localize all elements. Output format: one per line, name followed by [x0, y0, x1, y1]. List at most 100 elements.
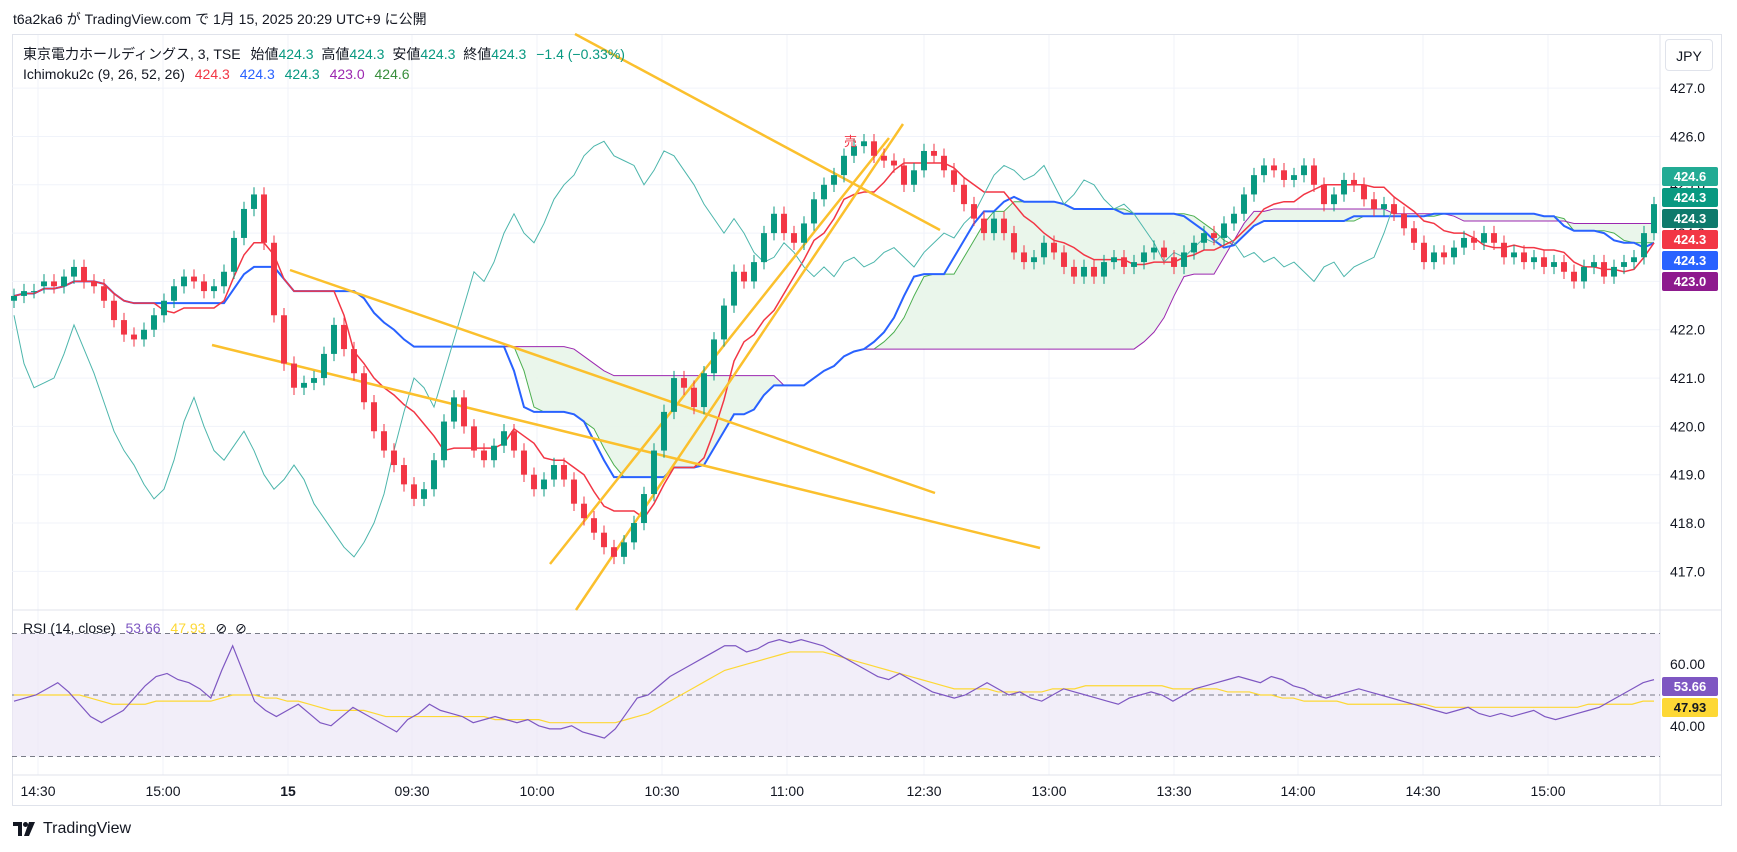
candle-body	[551, 465, 557, 480]
candle-body	[1421, 242, 1427, 263]
candle-body	[481, 450, 487, 461]
candle-body	[751, 262, 757, 282]
candle-body	[221, 271, 227, 287]
candle-body	[331, 324, 337, 354]
candle-body	[1511, 252, 1517, 258]
candle-body	[781, 213, 787, 234]
price-tick-label: 427.0	[1670, 80, 1705, 96]
candle-body	[41, 281, 47, 287]
candle-body	[1621, 262, 1627, 267]
candle-body	[1201, 233, 1207, 243]
candle-body	[891, 160, 897, 166]
candle-body	[1331, 194, 1337, 205]
candle-body	[821, 184, 827, 200]
price-tag-label: 423.0	[1674, 274, 1707, 289]
candle-body	[851, 146, 857, 156]
candle-body	[491, 445, 497, 461]
candle-body	[641, 494, 647, 524]
candle-body	[771, 213, 777, 234]
candle-body	[11, 295, 17, 301]
time-tick-label: 14:30	[20, 783, 55, 799]
symbol-name: 東京電力ホールディングス, 3, TSE	[23, 46, 241, 62]
candle-body	[1341, 179, 1347, 195]
rsi-tag	[1662, 677, 1718, 696]
candle-body	[1411, 228, 1417, 243]
price-tag	[1662, 251, 1718, 270]
candle-body	[941, 155, 947, 171]
candle-body	[1541, 257, 1547, 267]
candle-body	[1581, 266, 1587, 282]
price-tag-label: 424.3	[1674, 253, 1707, 268]
price-tick-label: 418.0	[1670, 515, 1705, 531]
high-label: 高値	[321, 46, 350, 62]
candle-body	[1561, 262, 1567, 272]
time-tick-label: 15:00	[1530, 783, 1565, 799]
time-tick-label: 14:30	[1405, 783, 1440, 799]
candle-body	[631, 523, 637, 543]
indicator-value-3: 424.3	[284, 66, 320, 82]
candle-body	[961, 184, 967, 205]
candle-body	[841, 155, 847, 176]
candle-body	[931, 150, 937, 156]
candle-body	[1301, 165, 1307, 176]
candle-body	[1611, 266, 1617, 277]
candle-body	[981, 218, 987, 234]
price-tag-label: 424.3	[1674, 211, 1707, 226]
candle-body	[1031, 257, 1037, 263]
candle-body	[261, 194, 267, 243]
indicator-value-1: 424.3	[194, 66, 230, 82]
candle-body	[1431, 252, 1437, 263]
price-tick-label: 419.0	[1670, 467, 1705, 483]
candle-body	[1011, 233, 1017, 253]
candle-body	[1531, 257, 1537, 263]
symbol-legend: 東京電力ホールディングス, 3, TSE 始値424.3 高値424.3 安値4…	[23, 44, 625, 64]
price-tag	[1662, 272, 1718, 291]
candle-body	[471, 426, 477, 451]
price-tag	[1662, 167, 1718, 186]
candle-body	[171, 286, 177, 301]
candle-body	[1501, 242, 1507, 258]
rsi-tag-label: 47.93	[1674, 700, 1707, 715]
sell-label: 売	[844, 134, 857, 149]
eye-off-icon[interactable]: ⊘	[234, 620, 247, 636]
price-tick-label: 420.0	[1670, 418, 1705, 434]
price-tag	[1662, 209, 1718, 228]
time-tick-label: 11:00	[770, 783, 804, 799]
senkou-span-b	[13, 208, 1654, 386]
candle-body	[951, 170, 957, 185]
tenkan-line	[13, 162, 1655, 520]
time-tick-label: 15:00	[145, 783, 180, 799]
open-label: 始値	[250, 46, 279, 62]
trend-line	[211, 343, 1041, 550]
candle-body	[621, 542, 627, 557]
candle-body	[541, 479, 547, 490]
footer-brand: TradingView	[13, 820, 131, 838]
candle-body	[401, 465, 407, 485]
high-value: 424.3	[349, 46, 385, 62]
candle-body	[341, 324, 347, 350]
candle-body	[991, 218, 997, 234]
candle-body	[1351, 179, 1357, 185]
candle-body	[831, 175, 837, 185]
candle-body	[391, 450, 397, 466]
candle-body	[1231, 213, 1237, 224]
candle-body	[1441, 252, 1447, 258]
candle-body	[31, 291, 37, 293]
currency-button[interactable]: JPY	[1665, 39, 1713, 71]
candle-body	[1631, 257, 1637, 263]
candle-body	[581, 503, 587, 519]
candle-body	[1361, 184, 1367, 200]
candle-body	[571, 479, 577, 504]
price-tick-label: 422.0	[1670, 322, 1705, 338]
rsi-tick-label: 40.00	[1670, 718, 1705, 734]
trend-line	[574, 32, 941, 232]
candle-body	[1381, 204, 1387, 209]
candle-body	[1211, 233, 1217, 238]
price-tag-label: 424.3	[1674, 232, 1707, 247]
candle-body	[1001, 218, 1007, 234]
candle-body	[311, 378, 317, 383]
candle-body	[1261, 165, 1267, 176]
eye-off-icon[interactable]: ⊘	[215, 620, 228, 636]
price-tags: 424.6 424.3 424.3 424.3 424.3 423.0 53.66 47.93	[1662, 167, 1718, 717]
